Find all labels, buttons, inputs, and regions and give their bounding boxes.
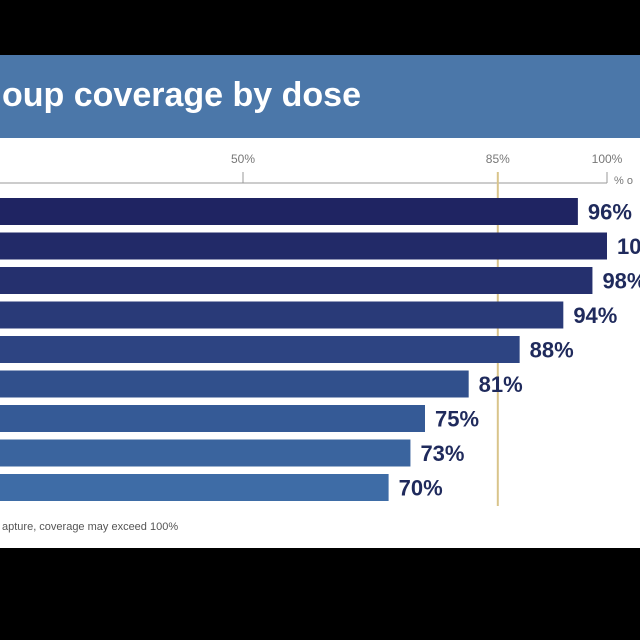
bar bbox=[0, 267, 593, 294]
axis-label: % o bbox=[614, 175, 633, 187]
value-label: 88% bbox=[530, 337, 574, 362]
reference-label: 85% bbox=[486, 152, 510, 166]
value-label: 73% bbox=[420, 441, 464, 466]
bar bbox=[0, 405, 425, 432]
value-label: 75% bbox=[435, 406, 479, 431]
bar bbox=[0, 301, 564, 329]
bar bbox=[0, 336, 520, 363]
chart-title: oup coverage by dose bbox=[2, 76, 361, 114]
value-label: 100% bbox=[617, 234, 640, 259]
value-label: 98% bbox=[602, 268, 640, 293]
bar bbox=[0, 474, 389, 501]
value-label: 96% bbox=[588, 199, 632, 224]
value-label: 81% bbox=[479, 372, 523, 397]
value-label: 94% bbox=[573, 303, 617, 328]
title-bar bbox=[0, 55, 640, 138]
x-tick-label: 50% bbox=[231, 152, 255, 166]
footnote: apture, coverage may exceed 100% bbox=[2, 521, 178, 533]
bar bbox=[0, 198, 578, 225]
bar bbox=[0, 232, 607, 260]
x-tick-label: 100% bbox=[592, 152, 623, 166]
bar bbox=[0, 439, 411, 467]
value-label: 70% bbox=[399, 475, 443, 500]
bar bbox=[0, 370, 469, 398]
